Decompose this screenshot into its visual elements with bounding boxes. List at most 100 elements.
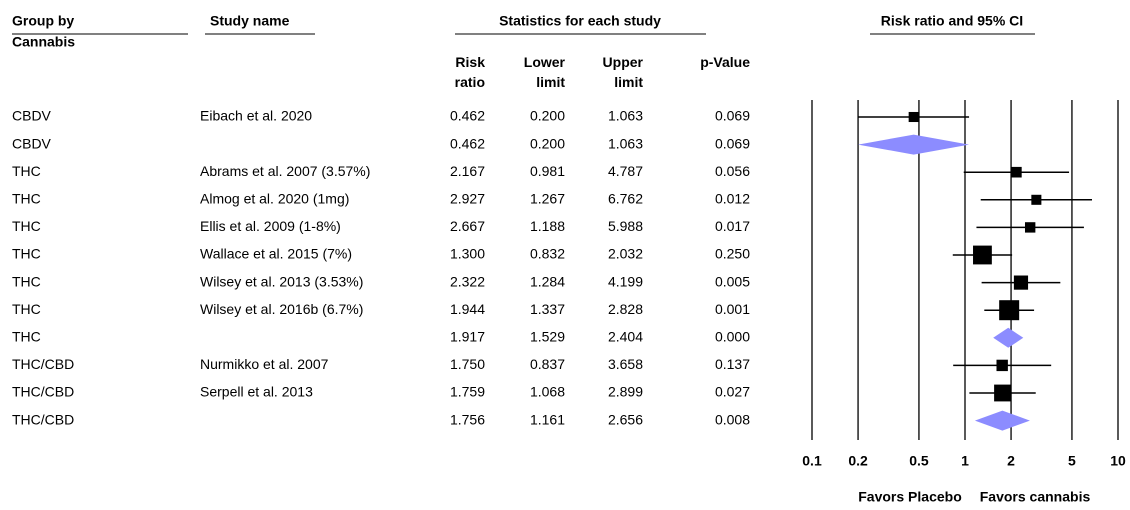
point-estimate xyxy=(1024,222,1036,233)
group-cell: THC xyxy=(12,163,41,179)
cell-value: 0.069 xyxy=(715,108,750,124)
group-cell: THC/CBD xyxy=(12,384,74,400)
x-tick-label: 1 xyxy=(961,453,969,469)
point-estimate xyxy=(1011,166,1022,178)
cell-value: 2.656 xyxy=(608,411,643,427)
cell-value: 1.284 xyxy=(530,273,565,289)
cell-value: 0.250 xyxy=(715,246,750,262)
cell-value: 2.032 xyxy=(608,246,643,262)
cell-value: 1.944 xyxy=(450,301,485,317)
study-cell: Serpell et al. 2013 xyxy=(200,384,313,400)
left-label: Favors Placebo xyxy=(858,489,962,505)
point-estimate xyxy=(996,359,1008,372)
group-cell: THC xyxy=(12,191,41,207)
cell-value: 1.300 xyxy=(450,246,485,262)
summary-diamond xyxy=(974,410,1030,431)
cell-value: 6.762 xyxy=(608,191,643,207)
cell-value: 1.917 xyxy=(450,329,485,345)
cell-value: 2.828 xyxy=(608,301,643,317)
cell-value: 0.069 xyxy=(715,135,750,151)
cell-value: 1.161 xyxy=(530,411,565,427)
column-header: p-Value xyxy=(700,54,750,70)
point-estimate xyxy=(994,384,1011,402)
cell-value: 0.012 xyxy=(715,191,750,207)
cell-value: 1.063 xyxy=(608,108,643,124)
cell-value: 0.981 xyxy=(530,163,565,179)
cell-value: 0.837 xyxy=(530,356,565,372)
cell-value: 1.068 xyxy=(530,384,565,400)
plot-title: Risk ratio and 95% CI xyxy=(881,13,1023,29)
group-cell: THC xyxy=(12,218,41,234)
cell-value: 1.756 xyxy=(450,411,485,427)
cell-value: 1.529 xyxy=(530,329,565,345)
group-cell: THC xyxy=(12,246,41,262)
summary-diamond xyxy=(858,134,970,155)
cell-value: 0.017 xyxy=(715,218,750,234)
summary-diamond xyxy=(993,327,1024,348)
cell-value: 2.927 xyxy=(450,191,485,207)
study-cell: Eibach et al. 2020 xyxy=(200,108,312,124)
cell-value: 2.322 xyxy=(450,273,485,289)
cell-value: 1.337 xyxy=(530,301,565,317)
cell-value: 3.658 xyxy=(608,356,643,372)
cell-value: 2.167 xyxy=(450,163,485,179)
study-cell: Abrams et al. 2007 (3.57%) xyxy=(200,163,370,179)
cell-value: 4.787 xyxy=(608,163,643,179)
x-tick-label: 2 xyxy=(1007,453,1015,469)
x-tick-label: 0.2 xyxy=(848,453,868,469)
group-header: Group by xyxy=(12,13,74,29)
x-tick-label: 5 xyxy=(1068,453,1076,469)
group-cell: THC xyxy=(12,273,41,289)
point-estimate xyxy=(973,245,992,265)
group-cell: CBDV xyxy=(12,108,52,124)
cell-value: 4.199 xyxy=(608,273,643,289)
cell-value: 1.750 xyxy=(450,356,485,372)
column-header: Upper limit xyxy=(602,54,643,90)
point-estimate xyxy=(999,300,1020,321)
cell-value: 1.759 xyxy=(450,384,485,400)
study-header: Study name xyxy=(210,13,290,29)
cell-value: 0.001 xyxy=(715,301,750,317)
cell-value: 2.404 xyxy=(608,329,643,345)
cell-value: 5.988 xyxy=(608,218,643,234)
group-subheader: Cannabis xyxy=(12,34,75,50)
group-cell: THC/CBD xyxy=(12,411,74,427)
group-cell: THC xyxy=(12,301,41,317)
cell-value: 0.832 xyxy=(530,246,565,262)
group-cell: THC xyxy=(12,329,41,345)
cell-value: 0.000 xyxy=(715,329,750,345)
cell-value: 0.200 xyxy=(530,135,565,151)
cell-value: 1.267 xyxy=(530,191,565,207)
cell-value: 0.462 xyxy=(450,135,485,151)
stats-header: Statistics for each study xyxy=(499,13,661,29)
point-estimate xyxy=(908,111,919,123)
column-header: Risk ratio xyxy=(454,54,485,90)
cell-value: 1.063 xyxy=(608,135,643,151)
cell-value: 2.667 xyxy=(450,218,485,234)
cell-value: 0.005 xyxy=(715,273,750,289)
cell-value: 0.008 xyxy=(715,411,750,427)
x-tick-label: 0.1 xyxy=(802,453,822,469)
group-cell: THC/CBD xyxy=(12,356,74,372)
study-cell: Wallace et al. 2015 (7%) xyxy=(200,246,352,262)
right-label: Favors cannabis xyxy=(980,489,1091,505)
study-cell: Wilsey et al. 2013 (3.53%) xyxy=(200,273,363,289)
x-tick-label: 10 xyxy=(1110,453,1126,469)
study-cell: Ellis et al. 2009 (1-8%) xyxy=(200,218,341,234)
cell-value: 0.462 xyxy=(450,108,485,124)
cell-value: 1.188 xyxy=(530,218,565,234)
cell-value: 0.200 xyxy=(530,108,565,124)
group-cell: CBDV xyxy=(12,135,52,151)
x-tick-label: 0.5 xyxy=(909,453,929,469)
cell-value: 0.027 xyxy=(715,384,750,400)
column-header: Lower limit xyxy=(523,54,565,90)
point-estimate xyxy=(1031,194,1042,205)
study-cell: Wilsey et al. 2016b (6.7%) xyxy=(200,301,363,317)
study-cell: Nurmikko et al. 2007 xyxy=(200,356,329,372)
study-cell: Almog et al. 2020 (1mg) xyxy=(200,191,349,207)
cell-value: 0.056 xyxy=(715,163,750,179)
point-estimate xyxy=(1013,275,1029,290)
cell-value: 0.137 xyxy=(715,356,750,372)
